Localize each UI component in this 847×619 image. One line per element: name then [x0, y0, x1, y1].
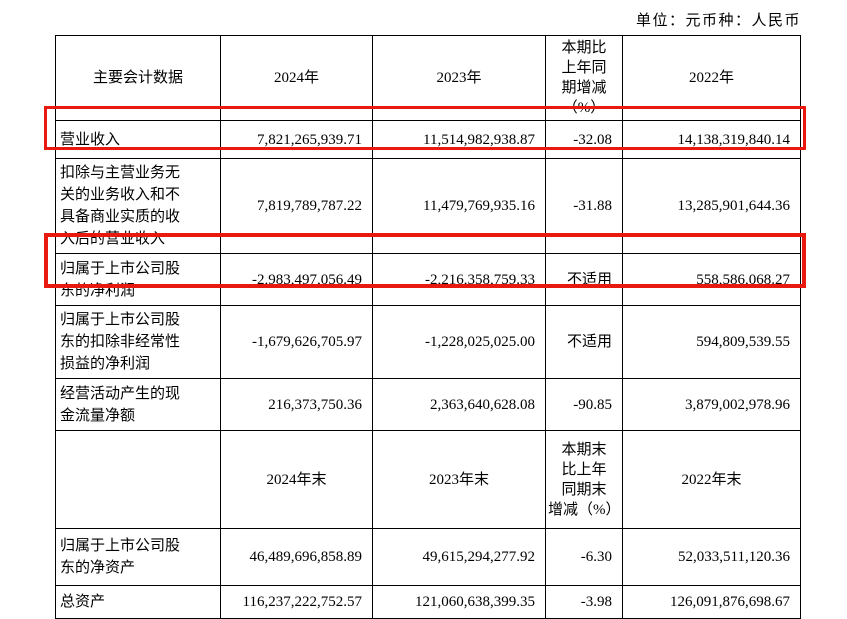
value-change: -90.85 [545, 378, 623, 431]
value-2022: 13,285,901,644.36 [622, 158, 801, 254]
header-change-pct: 本期比 上年同 期增减 （%） [545, 35, 623, 121]
value-2024: 216,373,750.36 [220, 378, 373, 431]
value-change: -31.88 [545, 158, 623, 254]
value-2023: 49,615,294,277.92 [372, 528, 546, 586]
value-2023: 11,514,982,938.87 [372, 120, 546, 159]
table-row-total-assets: 总资产 116,237,222,752.57 121,060,638,399.3… [55, 585, 801, 619]
value-2024: 116,237,222,752.57 [220, 585, 373, 619]
header-change-end-pct: 本期末 比上年 同期末 增减（%） [545, 430, 623, 529]
table-row-operating-cash-flow: 经营活动产生的现 金流量净额 216,373,750.36 2,363,640,… [55, 378, 801, 431]
row-label: 归属于上市公司股 东的扣除非经常性 损益的净利润 [55, 305, 221, 379]
row-label: 营业收入 [55, 120, 221, 159]
row-label: 总资产 [55, 585, 221, 619]
value-2023: 2,363,640,628.08 [372, 378, 546, 431]
table-row-adjusted-revenue: 扣除与主营业务无 关的业务收入和不 具备商业实质的收 入后的营业收入 7,819… [55, 158, 801, 254]
header-2022-end: 2022年末 [622, 430, 801, 529]
header-2024: 2024年 [220, 35, 373, 121]
value-change: 不适用 [545, 305, 623, 379]
value-2024: 46,489,696,858.89 [220, 528, 373, 586]
table-row-net-assets: 归属于上市公司股 东的净资产 46,489,696,858.89 49,615,… [55, 528, 801, 586]
value-2023: 11,479,769,935.16 [372, 158, 546, 254]
row-label: 归属于上市公司股 东的净利润 [55, 253, 221, 306]
value-change: -6.30 [545, 528, 623, 586]
header-metric-empty [55, 430, 221, 529]
header-2024-end: 2024年末 [220, 430, 373, 529]
value-2023: -2,216,358,759.33 [372, 253, 546, 306]
table-row-net-profit-excl-nonrecurring: 归属于上市公司股 东的扣除非经常性 损益的净利润 -1,679,626,705.… [55, 305, 801, 379]
row-label: 归属于上市公司股 东的净资产 [55, 528, 221, 586]
value-2024: 7,819,789,787.22 [220, 158, 373, 254]
value-2022: 558,586,068.27 [622, 253, 801, 306]
value-change: -3.98 [545, 585, 623, 619]
row-label: 扣除与主营业务无 关的业务收入和不 具备商业实质的收 入后的营业收入 [55, 158, 221, 254]
table-header-period: 主要会计数据 2024年 2023年 本期比 上年同 期增减 （%） 2022年 [55, 35, 801, 121]
unit-note: 单位：元币种：人民币 [635, 13, 801, 29]
financial-data-table: 主要会计数据 2024年 2023年 本期比 上年同 期增减 （%） 2022年… [55, 35, 801, 619]
value-2022: 594,809,539.55 [622, 305, 801, 379]
value-2024: -2,983,497,056.49 [220, 253, 373, 306]
header-2022: 2022年 [622, 35, 801, 121]
value-2022: 14,138,319,840.14 [622, 120, 801, 159]
value-2023: 121,060,638,399.35 [372, 585, 546, 619]
table-row-net-profit: 归属于上市公司股 东的净利润 -2,983,497,056.49 -2,216,… [55, 253, 801, 306]
value-2022: 52,033,511,120.36 [622, 528, 801, 586]
value-2024: 7,821,265,939.71 [220, 120, 373, 159]
row-label: 经营活动产生的现 金流量净额 [55, 378, 221, 431]
value-2022: 126,091,876,698.67 [622, 585, 801, 619]
value-change: 不适用 [545, 253, 623, 306]
table-header-period-end: 2024年末 2023年末 本期末 比上年 同期末 增减（%） 2022年末 [55, 430, 801, 529]
value-2022: 3,879,002,978.96 [622, 378, 801, 431]
header-2023: 2023年 [372, 35, 546, 121]
header-2023-end: 2023年末 [372, 430, 546, 529]
value-2023: -1,228,025,025.00 [372, 305, 546, 379]
header-metric: 主要会计数据 [55, 35, 221, 121]
value-change: -32.08 [545, 120, 623, 159]
value-2024: -1,679,626,705.97 [220, 305, 373, 379]
table-row-operating-revenue: 营业收入 7,821,265,939.71 11,514,982,938.87 … [55, 120, 801, 159]
